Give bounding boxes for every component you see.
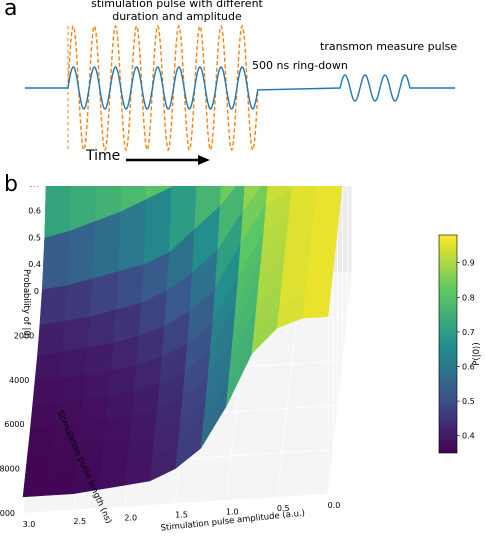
surface-patch [92,211,122,279]
surface-patch [309,227,338,252]
colorbar-ticks: 0.9 0.8 0.7 0.6 0.5 0.4 [457,259,475,441]
time-arrow [126,155,210,165]
surface-patch [108,365,137,396]
grid-line [22,306,329,514]
surface-patch [80,395,110,425]
probability-surface [22,186,343,498]
surface-patch [85,342,114,376]
surface-patch [25,450,54,475]
surface-patch [115,264,145,311]
ringdown-label: 500 ns ring-down [252,59,348,72]
y-tick-label: 6000 [4,420,24,429]
z-tick-label: 0.6 [28,206,41,215]
surface-patch [90,271,119,318]
colorbar-tick-label: 0.6 [462,363,475,372]
x-tick-label: 2.5 [73,517,86,526]
axis-ticks: 3.0 2.5 2.0 1.5 1.0 0.5 0.0 0 2000 4000 6000 8000 10… [0,186,340,529]
surface-patch [311,205,341,230]
surface-patch [27,425,56,453]
surface-patch [64,278,94,322]
surface-patch [60,346,89,380]
surface-patch [106,390,135,421]
x-tick-label: 1.5 [175,511,188,520]
surface-patch [32,378,61,406]
stimulation-title-line1: stimulation pulse with different [91,0,263,10]
surface-patch [307,249,336,275]
x-tick-label: 3.0 [23,520,36,529]
panel-b-label: b [4,172,18,197]
surface-patch [44,186,72,239]
colorbar-tick-label: 0.9 [462,259,475,268]
surface-plot: 3.0 2.5 2.0 1.5 1.0 0.5 0.0 0 2000 4000 6000 8000 10… [0,186,482,534]
y-tick-label: 0 [34,287,39,296]
surface-patch [78,419,107,447]
colorbar: 0.9 0.8 0.7 0.6 0.5 0.4 P(|0⟩) [438,234,482,454]
pulse-diagram [25,24,455,165]
surface-patch [34,351,64,381]
colorbar-label: P(|0⟩) [472,342,482,365]
surface-patch [302,294,331,319]
y-tick-label: 2000 [14,331,34,340]
y-tick-label: 10000 [0,509,15,518]
surface-patch [41,230,71,290]
x-tick-label: 0.5 [277,504,290,513]
colorbar-tick-label: 0.7 [462,328,475,337]
y-tick-label: 8000 [0,465,20,474]
stimulation-title-line2: duration and amplitude [112,10,242,23]
z-tick-label: 0.4 [28,260,41,269]
colorbar-gradient [438,234,458,454]
z-tick-label: 0.5 [28,233,41,242]
z-axis-label: Probability of |0⟩ [21,269,31,339]
x-tick-label: 0.0 [328,501,341,510]
x-tick-label: 2.0 [124,514,137,523]
x-tick-label: 1.0 [226,507,239,516]
surface-patch [48,471,77,496]
y-tick-label: 4000 [9,376,29,385]
surface-patch [103,415,133,446]
surface-patch [22,472,52,498]
surface-patch [99,462,128,490]
colorbar-tick-label: 0.5 [462,397,475,406]
measure-pulse-label: transmon measure pulse [320,40,458,53]
time-label: Time [86,148,121,164]
colorbar-tick-label: 0.4 [462,432,475,441]
surface-patch [304,272,334,297]
surface-patch [83,370,112,400]
surface-patch [39,285,68,326]
z-tick-label: 0.7 [28,186,41,189]
panel-a-label: a [4,0,18,21]
surface-patch [37,320,66,356]
colorbar-tick-label: 0.8 [462,293,475,302]
surface-patch [57,374,87,405]
small-amplitude-pulse-wave [25,66,455,110]
surface-patch [62,316,91,352]
surface-patch [314,186,343,208]
surface-patch [67,221,96,286]
